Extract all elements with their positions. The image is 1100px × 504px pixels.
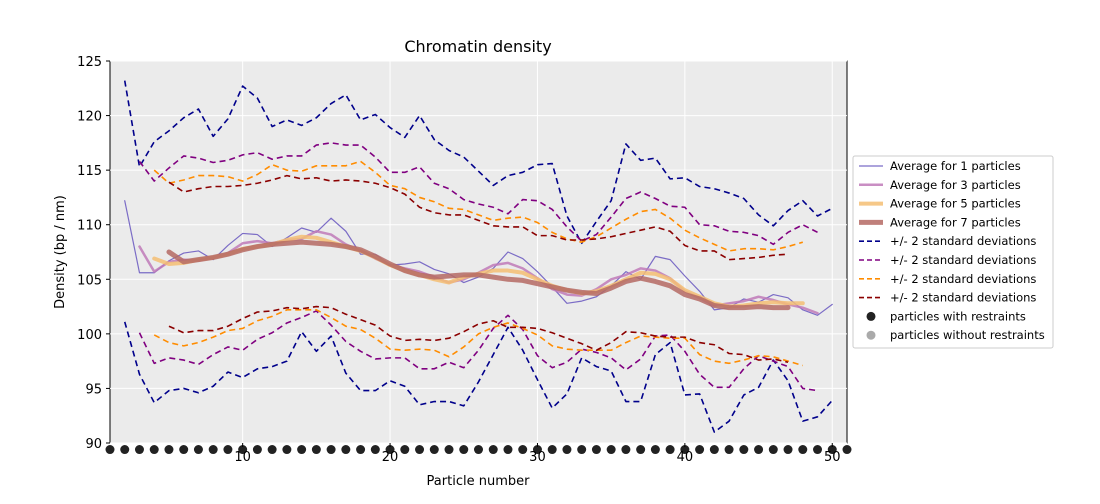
- y-tick-label: 105: [77, 273, 102, 288]
- series-line-3: [166, 239, 791, 311]
- restraint-marker: [577, 445, 587, 455]
- restraint-marker: [488, 445, 498, 455]
- restraint-marker: [252, 445, 262, 455]
- legend-label: Average for 5 particles: [890, 197, 1021, 211]
- y-axis-label: Density (bp / nm): [53, 195, 68, 309]
- chart-title: Chromatin density: [404, 37, 551, 56]
- y-tick-label: 110: [77, 219, 102, 234]
- restraint-marker: [754, 445, 764, 455]
- restraint-marker: [164, 445, 174, 455]
- restraint-marker: [503, 445, 513, 455]
- restraint-marker: [665, 445, 675, 455]
- y-tick-label: 120: [77, 110, 102, 125]
- series-layer: [123, 80, 833, 433]
- restraint-marker: [547, 445, 557, 455]
- legend-marker: [866, 330, 876, 340]
- restraint-marker: [724, 445, 734, 455]
- x-tick-label: 20: [382, 450, 399, 465]
- legend-label: particles without restraints: [890, 328, 1045, 342]
- x-tick-label: 40: [677, 450, 694, 465]
- x-tick-label: 50: [824, 450, 841, 465]
- restraint-marker: [223, 445, 233, 455]
- restraint-marker: [562, 445, 572, 455]
- legend-label: +/- 2 standard deviations: [890, 234, 1036, 248]
- restraint-marker: [621, 445, 631, 455]
- restraint-marker: [739, 445, 749, 455]
- y-tick-label: 95: [85, 382, 102, 397]
- restraint-marker: [842, 445, 852, 455]
- restraint-marker: [149, 445, 159, 455]
- restraint-marker: [591, 445, 601, 455]
- restraint-marker: [370, 445, 380, 455]
- x-tick-label: 10: [234, 450, 251, 465]
- restraint-marker: [267, 445, 277, 455]
- legend: Average for 1 particles Average for 3 par…: [852, 155, 1054, 349]
- legend-label: Average for 1 particles: [890, 159, 1021, 173]
- restraint-marker: [827, 445, 837, 455]
- series-line-5-lower: [138, 310, 818, 392]
- restraint-marker: [311, 445, 321, 455]
- restraint-marker: [459, 445, 469, 455]
- y-tick-label: 100: [77, 328, 102, 343]
- legend-label: +/- 2 standard deviations: [890, 253, 1036, 267]
- restraint-marker: [813, 445, 823, 455]
- legend-label: Average for 3 particles: [890, 178, 1021, 192]
- series-line-7-lower: [168, 305, 789, 364]
- restraint-marker: [650, 445, 660, 455]
- restraint-marker: [356, 445, 366, 455]
- series-line-5-upper: [138, 142, 818, 246]
- y-tick-label: 115: [77, 164, 102, 179]
- series-line-7-upper: [168, 174, 789, 261]
- restraint-marker: [636, 445, 646, 455]
- y-tick-label: 90: [85, 437, 102, 452]
- restraint-marker: [179, 445, 189, 455]
- restraint-marker: [532, 445, 542, 455]
- restraint-marker: [474, 445, 483, 455]
- restraint-marker: [282, 445, 292, 455]
- restraint-marker: [105, 445, 115, 455]
- restraint-marker: [768, 445, 778, 455]
- series-line-4-lower: [123, 321, 833, 433]
- legend-label: particles with restraints: [890, 309, 1026, 323]
- restraint-marker: [709, 445, 719, 455]
- restraint-marker: [208, 445, 218, 455]
- restraint-marker: [518, 445, 528, 455]
- series-line-4-upper: [123, 80, 833, 245]
- restraint-marker: [400, 445, 410, 455]
- restraint-marker: [606, 445, 616, 455]
- restraint-marker: [680, 445, 690, 455]
- legend-marker: [866, 311, 876, 321]
- x-axis-label: Particle number: [427, 474, 531, 489]
- legend-label: Average for 7 particles: [890, 215, 1021, 229]
- restraint-marker: [695, 445, 705, 455]
- restraint-marker: [415, 445, 425, 455]
- legend-box: [852, 155, 1054, 349]
- series-line-6-lower: [153, 309, 804, 367]
- restraint-marker: [341, 445, 351, 455]
- restraint-marker: [429, 445, 439, 455]
- series-line-6-upper: [153, 160, 804, 252]
- restraint-marker: [120, 445, 130, 455]
- restraint-marker: [385, 445, 395, 455]
- y-tick-label: 125: [77, 55, 102, 70]
- grid-layer: [110, 60, 847, 444]
- restraint-marker: [326, 445, 336, 455]
- legend-label: +/- 2 standard deviations: [890, 272, 1036, 286]
- restraint-marker: [238, 445, 248, 455]
- axes-layer: 10 20 30 40 50 90 95 100 105 110 115 120 125: [77, 55, 840, 465]
- restraint-marker: [798, 445, 808, 455]
- restraint-marker: [783, 445, 793, 455]
- restraint-marker: [193, 445, 203, 455]
- x-tick-label: 30: [529, 450, 546, 465]
- legend-label: +/- 2 standard deviations: [890, 291, 1036, 305]
- restraint-marker: [134, 445, 144, 455]
- marker-layer: [105, 445, 852, 455]
- restraint-marker: [444, 445, 454, 455]
- restraint-marker: [297, 445, 307, 455]
